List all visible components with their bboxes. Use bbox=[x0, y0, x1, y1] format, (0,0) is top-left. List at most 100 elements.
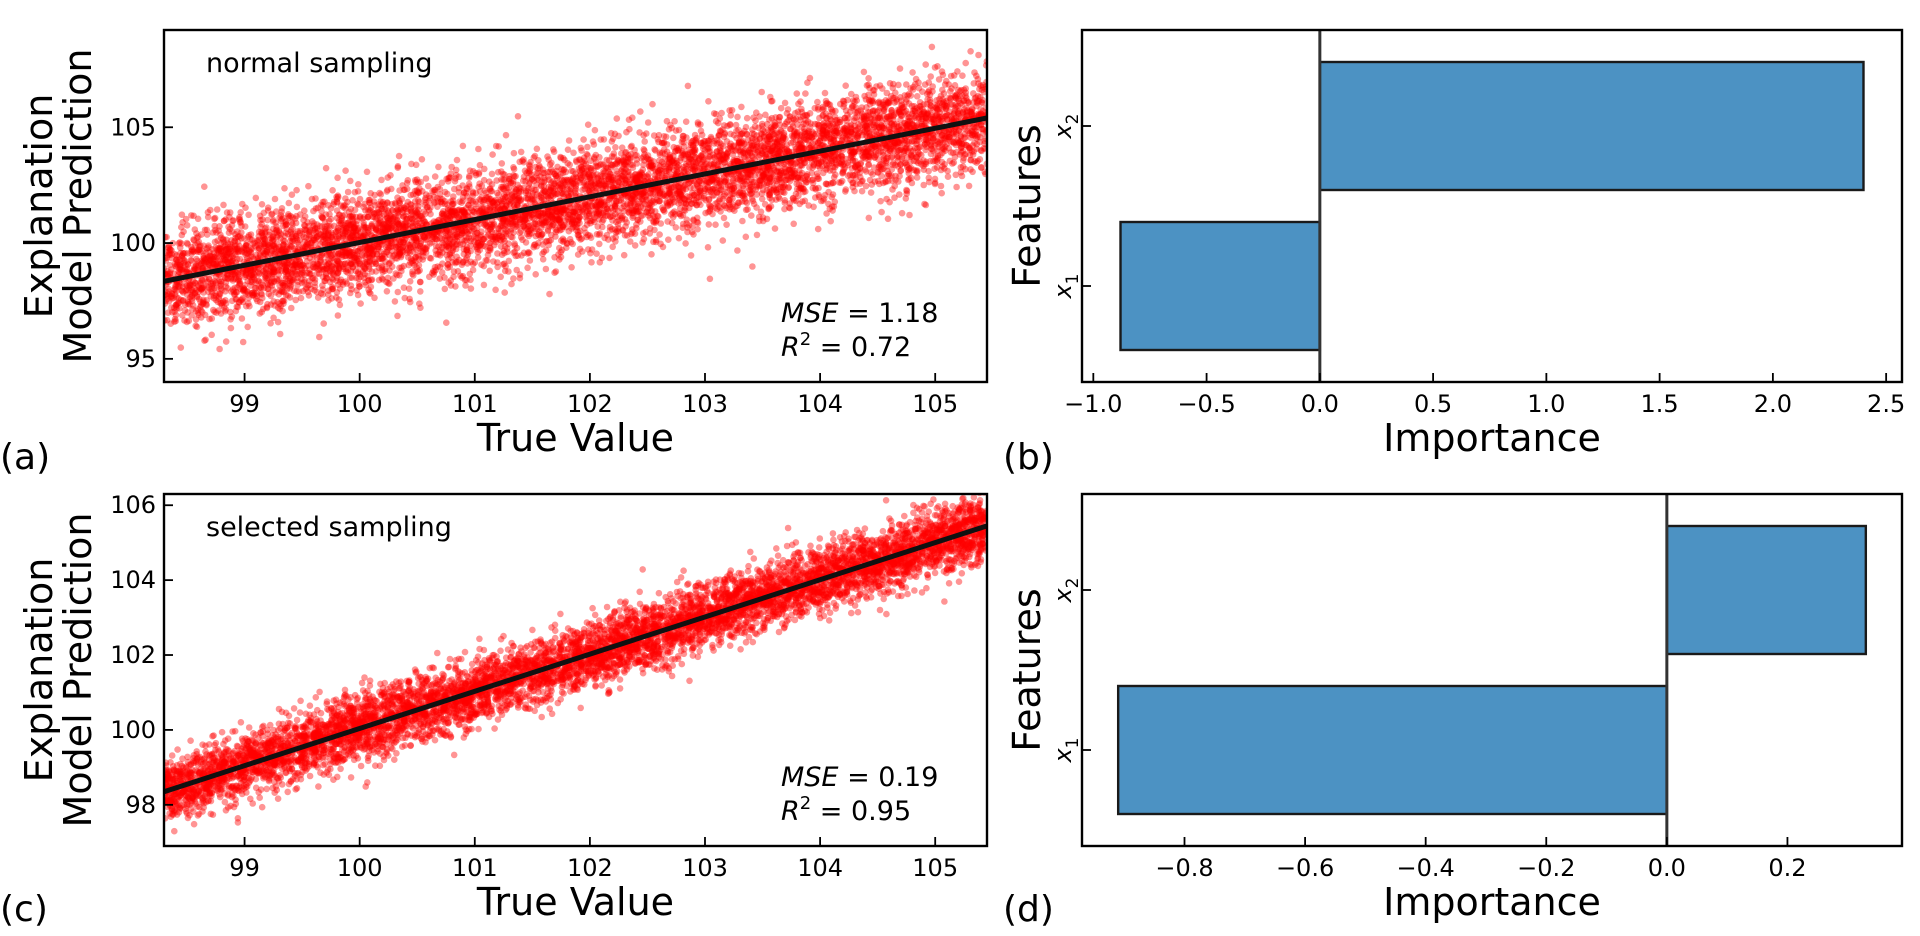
scatter-point bbox=[876, 180, 883, 188]
scatter-point bbox=[627, 201, 634, 209]
scatter-point bbox=[463, 276, 470, 284]
scatter-point bbox=[360, 230, 368, 237]
scatter-point bbox=[288, 219, 296, 226]
scatter-point bbox=[613, 170, 621, 178]
scatter-point bbox=[320, 320, 328, 327]
scatter-point bbox=[973, 140, 981, 148]
scatter-point bbox=[353, 221, 360, 228]
scatter-point bbox=[818, 158, 825, 165]
scatter-point bbox=[409, 222, 417, 230]
scatter-point bbox=[178, 231, 186, 239]
scatter-point bbox=[957, 169, 965, 176]
scatter-point bbox=[411, 242, 419, 249]
scatter-point bbox=[937, 182, 945, 190]
scatter-point bbox=[876, 112, 883, 120]
scatter-point bbox=[259, 248, 267, 256]
scatter-point bbox=[576, 179, 584, 186]
scatter-point bbox=[368, 222, 375, 230]
scatter-point bbox=[474, 239, 482, 246]
scatter-point bbox=[346, 254, 354, 261]
scatter-point bbox=[785, 183, 792, 191]
scatter-point bbox=[476, 246, 484, 254]
scatter-point bbox=[236, 213, 243, 221]
scatter-point bbox=[685, 198, 692, 205]
scatter-point bbox=[755, 176, 763, 184]
scatter-point bbox=[980, 145, 987, 152]
scatter-point bbox=[347, 289, 354, 297]
scatter-point bbox=[727, 144, 734, 151]
scatter-point bbox=[396, 199, 403, 206]
scatter-point bbox=[757, 208, 765, 216]
scatter-point bbox=[686, 155, 694, 163]
scatter-point bbox=[870, 121, 877, 128]
scatter-point bbox=[738, 139, 746, 147]
scatter-point bbox=[278, 208, 285, 215]
scatter-point bbox=[922, 61, 929, 68]
scatter-point bbox=[397, 204, 405, 212]
scatter-point bbox=[308, 285, 315, 293]
scatter-point bbox=[343, 280, 351, 287]
scatter-point bbox=[283, 225, 291, 232]
scatter-point bbox=[397, 246, 404, 253]
scatter-point bbox=[475, 145, 482, 153]
scatter-point bbox=[591, 126, 599, 134]
scatter-point bbox=[881, 141, 889, 148]
scatter-point bbox=[378, 241, 386, 248]
scatter-point bbox=[293, 263, 301, 271]
scatter-point bbox=[286, 294, 294, 301]
scatter-point bbox=[206, 257, 214, 264]
scatter-point bbox=[898, 97, 905, 104]
scatter-point bbox=[590, 141, 598, 148]
scatter-point bbox=[944, 173, 952, 180]
scatter-point bbox=[929, 134, 937, 142]
scatter-point bbox=[551, 180, 558, 187]
scatter-point bbox=[312, 264, 320, 271]
scatter-point bbox=[685, 146, 693, 154]
scatter-point bbox=[647, 189, 654, 197]
scatter-point bbox=[880, 155, 888, 162]
scatter-point bbox=[730, 142, 737, 149]
scatter-point bbox=[953, 91, 960, 98]
scatter-point bbox=[211, 308, 218, 316]
scatter-point bbox=[814, 175, 821, 182]
scatter-point bbox=[452, 230, 460, 237]
scatter-point bbox=[977, 147, 985, 154]
scatter-point bbox=[723, 153, 731, 160]
scatter-point bbox=[443, 251, 451, 259]
scatter-point bbox=[834, 129, 841, 136]
scatter-point bbox=[597, 172, 604, 179]
scatter-point bbox=[526, 214, 533, 222]
scatter-point bbox=[251, 284, 259, 292]
scatter-point bbox=[452, 226, 460, 234]
scatter-point bbox=[167, 320, 174, 328]
scatter-point bbox=[342, 205, 349, 212]
scatter-point bbox=[322, 164, 330, 172]
scatter-point bbox=[296, 258, 304, 265]
scatter-point bbox=[226, 213, 233, 221]
scatter-point bbox=[753, 109, 760, 116]
scatter-point bbox=[701, 185, 708, 192]
scatter-point bbox=[333, 289, 341, 296]
scatter-point bbox=[454, 258, 461, 266]
scatter-point bbox=[767, 93, 774, 101]
scatter-point bbox=[220, 217, 228, 225]
scatter-point bbox=[712, 118, 720, 125]
scatter-point bbox=[333, 261, 341, 268]
scatter-point bbox=[536, 213, 544, 220]
scatter-point bbox=[684, 82, 692, 90]
scatter-point bbox=[217, 260, 224, 268]
scatter-point bbox=[174, 256, 181, 264]
scatter-point bbox=[954, 102, 962, 110]
scatter-point bbox=[516, 229, 523, 236]
scatter-point bbox=[312, 205, 320, 212]
scatter-point bbox=[368, 222, 376, 229]
scatter-point bbox=[657, 220, 665, 227]
scatter-point bbox=[846, 108, 854, 116]
scatter-point bbox=[913, 174, 921, 181]
scatter-point bbox=[318, 266, 325, 274]
scatter-point bbox=[298, 265, 305, 273]
scatter-point bbox=[530, 220, 538, 228]
scatter-point bbox=[278, 248, 286, 255]
scatter-point bbox=[366, 257, 374, 265]
scatter-point bbox=[817, 134, 825, 142]
